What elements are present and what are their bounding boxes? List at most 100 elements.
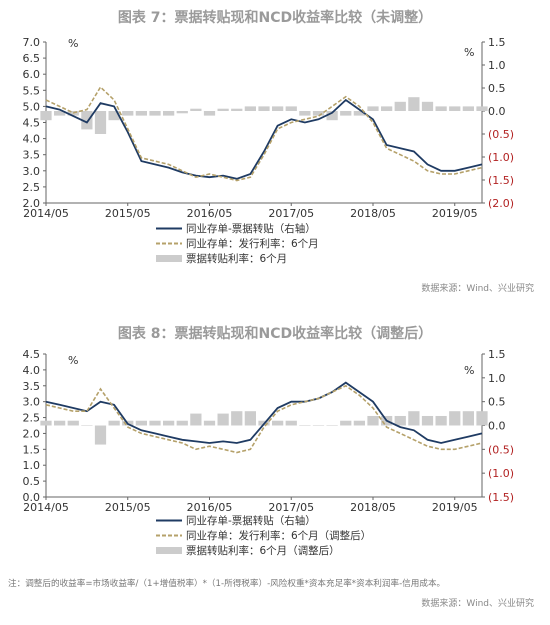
y-tick-label: 4.0 bbox=[23, 364, 41, 377]
spread-bar bbox=[340, 111, 352, 116]
spread-bar bbox=[149, 111, 161, 116]
chart1-left-unit: % bbox=[68, 37, 78, 50]
spread-bar bbox=[408, 411, 420, 426]
chart1-source: 数据来源：Wind、兴业研究 bbox=[421, 282, 534, 294]
x-tick-label: 2017/05 bbox=[268, 207, 314, 220]
spread-bar bbox=[299, 425, 311, 426]
y2-tick-label: (0.5) bbox=[488, 128, 514, 141]
spread-bar bbox=[367, 106, 379, 111]
x-tick-label: 2015/05 bbox=[105, 501, 151, 514]
ncd-rate-line bbox=[45, 381, 483, 444]
chart1-right-unit: % bbox=[464, 46, 474, 59]
spread-bar bbox=[285, 106, 297, 111]
y-tick-label: 3.0 bbox=[23, 165, 41, 178]
spread-bar bbox=[163, 111, 175, 116]
y2-tick-label: (1.0) bbox=[488, 467, 514, 480]
spread-bar bbox=[367, 415, 379, 426]
x-tick-label: 2014/05 bbox=[23, 207, 69, 220]
x-tick-label: 2019/05 bbox=[432, 207, 478, 220]
y2-tick-label: (1.5) bbox=[488, 174, 514, 187]
ncd-rate-line bbox=[45, 98, 483, 180]
y-tick-label: 5.0 bbox=[23, 100, 41, 113]
x-tick-label: 2015/05 bbox=[105, 207, 151, 220]
spread-bar bbox=[163, 420, 175, 426]
spread-bar bbox=[176, 420, 188, 426]
x-tick-label: 2018/05 bbox=[350, 501, 396, 514]
spread-bar bbox=[408, 97, 420, 111]
spread-bar bbox=[149, 420, 161, 426]
y2-tick-label: 1.5 bbox=[488, 348, 506, 361]
y-tick-label: 3.5 bbox=[23, 380, 41, 393]
spread-bar bbox=[435, 415, 447, 426]
spread-bar bbox=[81, 111, 93, 130]
y2-tick-label: 0.5 bbox=[488, 396, 506, 409]
spread-bar bbox=[135, 420, 147, 426]
y2-tick-label: 1.0 bbox=[488, 59, 506, 72]
spread-bar bbox=[312, 111, 325, 116]
spread-bar bbox=[67, 420, 79, 426]
spread-bar bbox=[326, 425, 338, 426]
y-tick-label: 4.0 bbox=[23, 133, 41, 146]
legend-label: 票据转贴利率：6个月 bbox=[186, 252, 287, 265]
spread-bar bbox=[40, 420, 52, 426]
y-tick-label: 0.5 bbox=[23, 475, 41, 488]
discount-rate-line bbox=[45, 85, 483, 182]
legend-label: 票据转贴利率：6个月（调整后） bbox=[186, 544, 340, 557]
spread-bar bbox=[476, 106, 488, 111]
spread-bar bbox=[394, 415, 406, 426]
y-tick-label: 3.0 bbox=[23, 396, 41, 409]
legend-label: 同业存单：发行利率：6个月 bbox=[186, 237, 319, 250]
spread-bar bbox=[353, 420, 365, 426]
spread-bar bbox=[353, 111, 365, 116]
spread-bar bbox=[190, 413, 202, 426]
spread-bar bbox=[394, 101, 406, 111]
spread-bar bbox=[94, 111, 107, 134]
y2-tick-label: 1.0 bbox=[488, 372, 506, 385]
y2-tick-label: (1.0) bbox=[488, 151, 514, 164]
y-tick-label: 6.5 bbox=[23, 52, 41, 65]
y-tick-label: 6.0 bbox=[23, 68, 41, 81]
spread-bar bbox=[476, 411, 488, 426]
spread-bar bbox=[217, 413, 229, 426]
y-tick-label: 1.5 bbox=[23, 443, 41, 456]
x-tick-label: 2016/05 bbox=[187, 501, 233, 514]
spread-bar bbox=[108, 420, 120, 426]
spread-bar bbox=[203, 420, 216, 426]
spread-bar bbox=[81, 425, 93, 426]
y-tick-label: 2.0 bbox=[23, 197, 41, 210]
spread-bar bbox=[176, 111, 188, 114]
chart2-left-unit: % bbox=[68, 354, 78, 367]
y-tick-label: 2.5 bbox=[23, 181, 41, 194]
x-tick-label: 2017/05 bbox=[268, 501, 314, 514]
spread-bar bbox=[40, 111, 52, 121]
y-tick-label: 5.5 bbox=[23, 84, 41, 97]
y-tick-label: 4.5 bbox=[23, 348, 41, 361]
spread-bar bbox=[94, 425, 107, 445]
spread-bar bbox=[272, 106, 284, 111]
y2-tick-label: 1.5 bbox=[488, 36, 506, 49]
spread-bar bbox=[231, 108, 243, 111]
spread-bar bbox=[449, 411, 461, 426]
legend-label: 同业存单-票据转贴（右轴） bbox=[186, 222, 316, 235]
spread-bar bbox=[340, 420, 352, 426]
spread-bar bbox=[231, 411, 243, 426]
spread-bar bbox=[190, 108, 202, 111]
y-tick-label: 2.0 bbox=[23, 427, 41, 440]
spread-bar bbox=[285, 420, 297, 426]
chart2-note: 注：调整后的收益率=市场收益率/（1+增值税率）*（1-所得税率）-风险权重*资… bbox=[8, 577, 445, 589]
chart2-title: 图表 8：票据转贴现和NCD收益率比较（调整后） bbox=[118, 325, 432, 342]
spread-bar bbox=[449, 106, 461, 111]
discount-rate-line bbox=[45, 384, 483, 454]
legend-label: 同业存单：发行利率：6个月（调整后） bbox=[186, 529, 371, 542]
y2-tick-label: 0.5 bbox=[488, 82, 506, 95]
spread-bar bbox=[244, 106, 256, 111]
y2-tick-label: (0.5) bbox=[488, 443, 514, 456]
spread-bar bbox=[326, 111, 338, 121]
spread-bar bbox=[421, 415, 434, 426]
spread-bar bbox=[217, 108, 229, 111]
spread-bar bbox=[272, 420, 284, 426]
y2-tick-label: 0.0 bbox=[488, 420, 506, 433]
legend-swatch-bar bbox=[156, 255, 182, 262]
spread-bar bbox=[381, 106, 393, 111]
